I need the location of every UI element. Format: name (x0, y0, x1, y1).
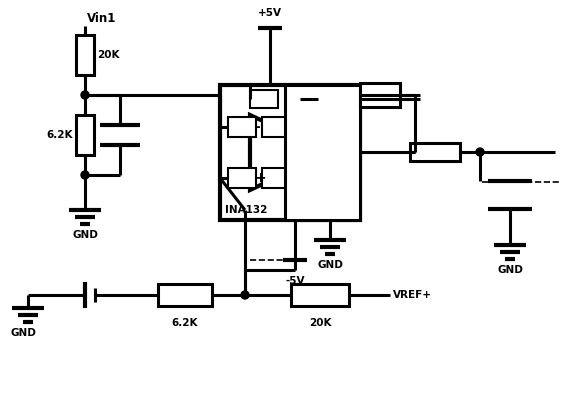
Circle shape (241, 291, 249, 299)
Bar (228, 168, 256, 188)
Text: GND: GND (317, 260, 343, 270)
Bar (228, 117, 256, 137)
Text: GND: GND (72, 230, 98, 240)
Bar (360, 83, 400, 107)
Text: INA132: INA132 (225, 205, 267, 215)
Circle shape (81, 91, 89, 99)
Bar (220, 85, 360, 220)
Text: GND: GND (497, 265, 523, 275)
Circle shape (476, 148, 484, 156)
Text: -: - (254, 120, 260, 134)
Bar (262, 168, 290, 188)
Text: 6.2K: 6.2K (172, 318, 198, 328)
Bar (291, 284, 349, 306)
Text: GND: GND (10, 328, 36, 338)
Text: -5V: -5V (285, 276, 305, 286)
Bar (262, 117, 290, 137)
Text: +5V: +5V (258, 8, 282, 18)
Bar (285, 85, 360, 220)
Bar (76, 115, 94, 155)
Text: 20K: 20K (309, 318, 331, 328)
Bar (250, 90, 278, 108)
Bar (410, 143, 460, 161)
Circle shape (81, 171, 89, 179)
Text: 20K: 20K (97, 50, 119, 60)
Text: VREF+: VREF+ (393, 290, 432, 300)
Text: +: + (254, 171, 266, 185)
Bar (76, 35, 94, 75)
Circle shape (411, 148, 419, 156)
Bar (158, 284, 212, 306)
Bar (290, 90, 318, 108)
Text: 6.2K: 6.2K (46, 130, 73, 140)
Text: Vin1: Vin1 (87, 12, 117, 25)
